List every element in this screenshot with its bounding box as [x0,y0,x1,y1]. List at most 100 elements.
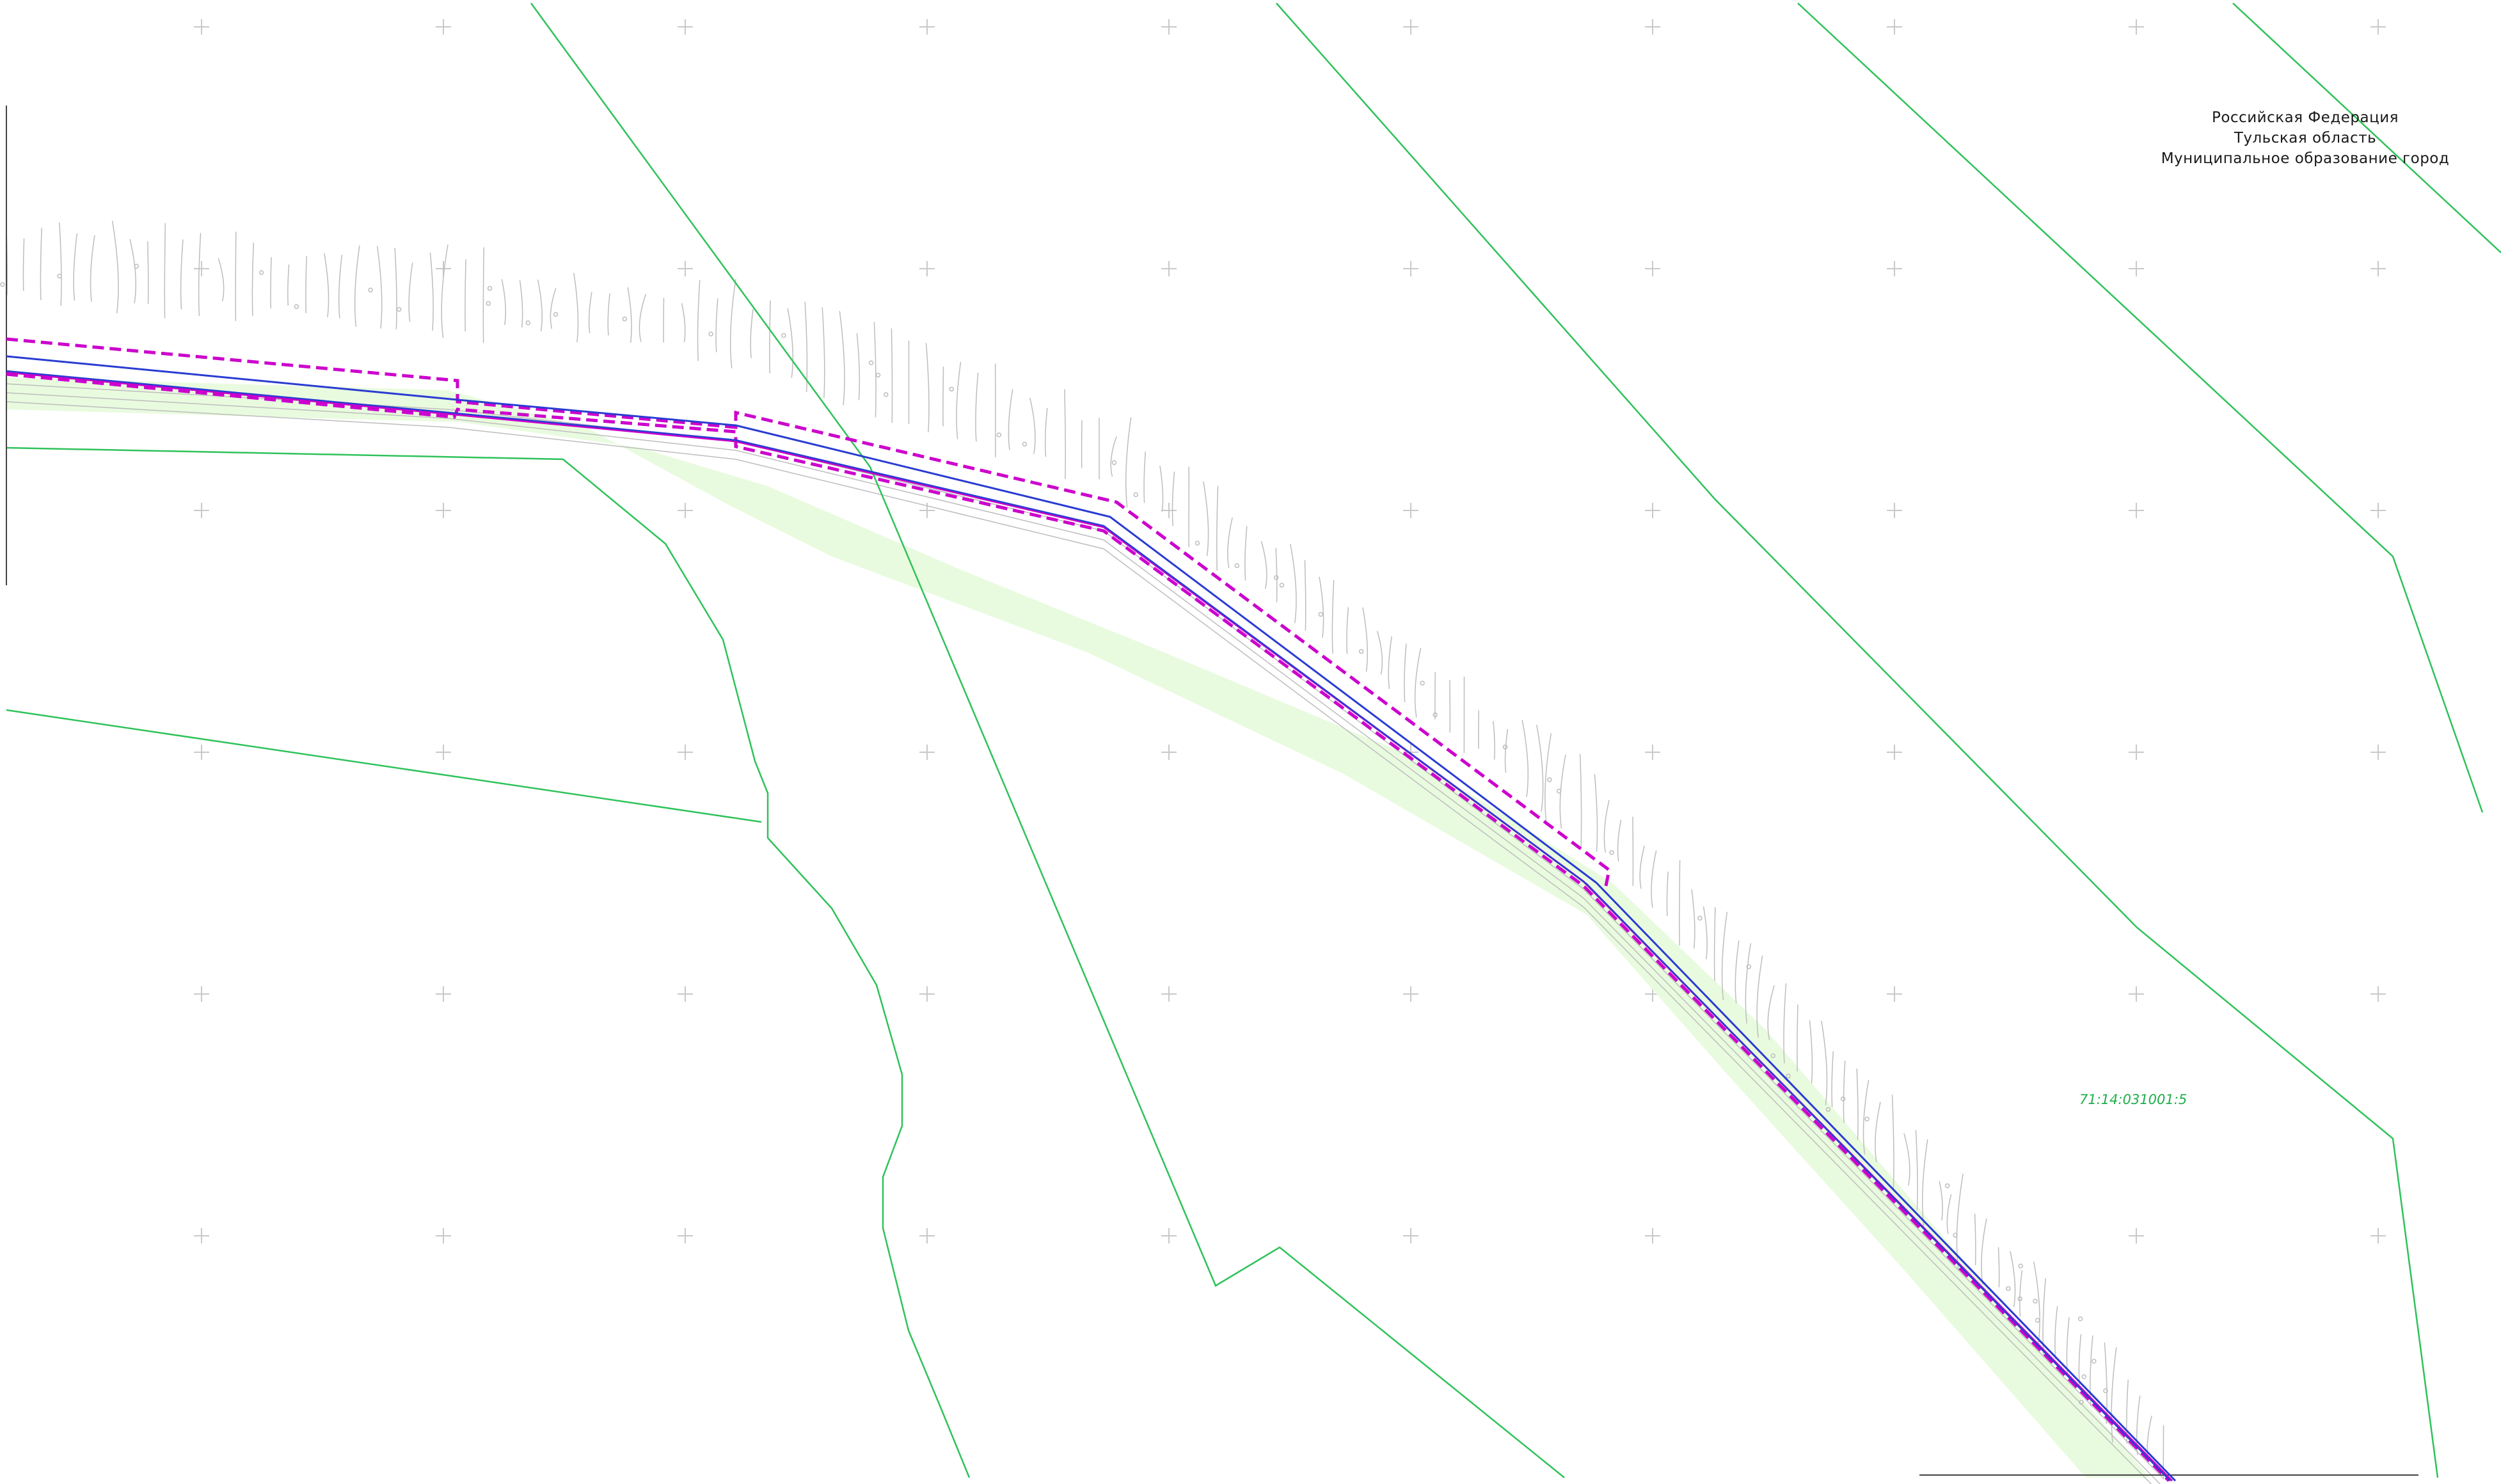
parcel-boundary-line [1797,3,2484,813]
contour-line [1809,1020,1813,1084]
contour-line [550,288,557,329]
survey-point [368,287,373,293]
survey-point [1111,460,1117,465]
contour-line [1821,1020,1828,1105]
grid-cross [2129,503,2144,518]
contour-line [1227,517,1233,569]
contour-line [1745,943,1751,1024]
contour-line [1319,576,1324,638]
survey-point [1697,915,1703,921]
road-surface-line [6,401,2152,1484]
grid-cross [194,986,209,1002]
grid-cross [1161,1228,1177,1243]
contour-line [1679,860,1681,946]
grid-cross [1887,745,1902,760]
parcel-boundaries [6,3,2501,1478]
grid-cross [919,19,935,35]
grid-cross [919,745,935,760]
parcel-boundary-line [1276,3,2439,1478]
survey-point [781,333,786,338]
survey-point [553,312,559,317]
survey-point [486,301,491,306]
grid-cross [919,986,935,1002]
survey-point [622,316,628,322]
contour-line [822,307,825,399]
grid-cross [194,1228,209,1243]
survey-point [1022,441,1028,447]
contour-line [588,292,592,333]
contour-line [519,280,523,328]
grid-cross [678,986,693,1002]
contour-line [2126,1379,2129,1444]
survey-point [1944,1183,1950,1188]
parcel-boundary-line [6,446,971,1478]
grid-cross [2370,261,2386,276]
contour-line [235,232,237,321]
contour-line [1703,906,1708,959]
survey-point [1864,1116,1870,1122]
grid-cross [1403,503,1418,518]
contour-line [1171,471,1175,526]
contour-line [1891,1094,1894,1190]
survey-point [1318,612,1323,617]
grid-cross [678,261,693,276]
survey-point [1746,964,1752,970]
survey-point [2092,1359,2097,1364]
grid-cross [2129,986,2144,1002]
contour-line [729,279,736,368]
survey-point [1195,541,1200,546]
contour-line [218,258,225,302]
contour-line [804,301,808,392]
survey-point [2018,1263,2023,1268]
survey-point [1433,712,1438,718]
contour-line [22,238,25,291]
contour-line [715,298,719,352]
contour-line [2010,1251,2016,1307]
grid-cross [678,1228,693,1243]
contour-line [697,280,701,361]
contour-line [975,372,979,442]
contour-line [90,235,95,302]
contour-line [1579,754,1582,848]
contour-line [1617,819,1622,862]
contour-line [1921,1139,1928,1226]
contour-line [1346,607,1349,654]
grid-cross [678,503,693,518]
contour-line [537,280,543,332]
contour-line [1536,725,1544,812]
grid-cross [1403,261,1418,276]
contour-line [1143,452,1147,503]
survey-point [1609,850,1614,855]
contour-line [1735,940,1740,1004]
survey-point [57,273,62,279]
contour-line [1260,541,1267,589]
survey-point [1420,681,1425,686]
grid-cross [1645,261,1660,276]
contour-line [1290,544,1297,624]
survey-point [294,304,299,310]
grid-cross [1887,19,1902,35]
contour-line [1939,1181,1943,1220]
contour-line [573,272,579,343]
contour-line [1856,1068,1859,1141]
contour-line [408,262,413,322]
contour-line [1029,397,1036,454]
contour-line [1666,871,1669,916]
survey-point [258,270,264,275]
contour-line [1521,720,1529,797]
contour-line [1915,1130,1918,1210]
contour-line [111,221,119,313]
grid-cross [436,745,451,760]
right-of-way-upper-boundary [6,337,1611,887]
grid-cross [2370,503,2386,518]
contour-line [2019,1270,2023,1316]
contour-line [1331,580,1335,654]
contour-line [1275,548,1278,603]
survey-point [1502,745,1508,750]
header-country: Российская Федерация [2211,109,2399,126]
header-region: Тульская область [2234,130,2377,146]
contour-line [1216,486,1219,571]
grid-cross [919,503,935,518]
road-surface-line [6,383,2163,1478]
